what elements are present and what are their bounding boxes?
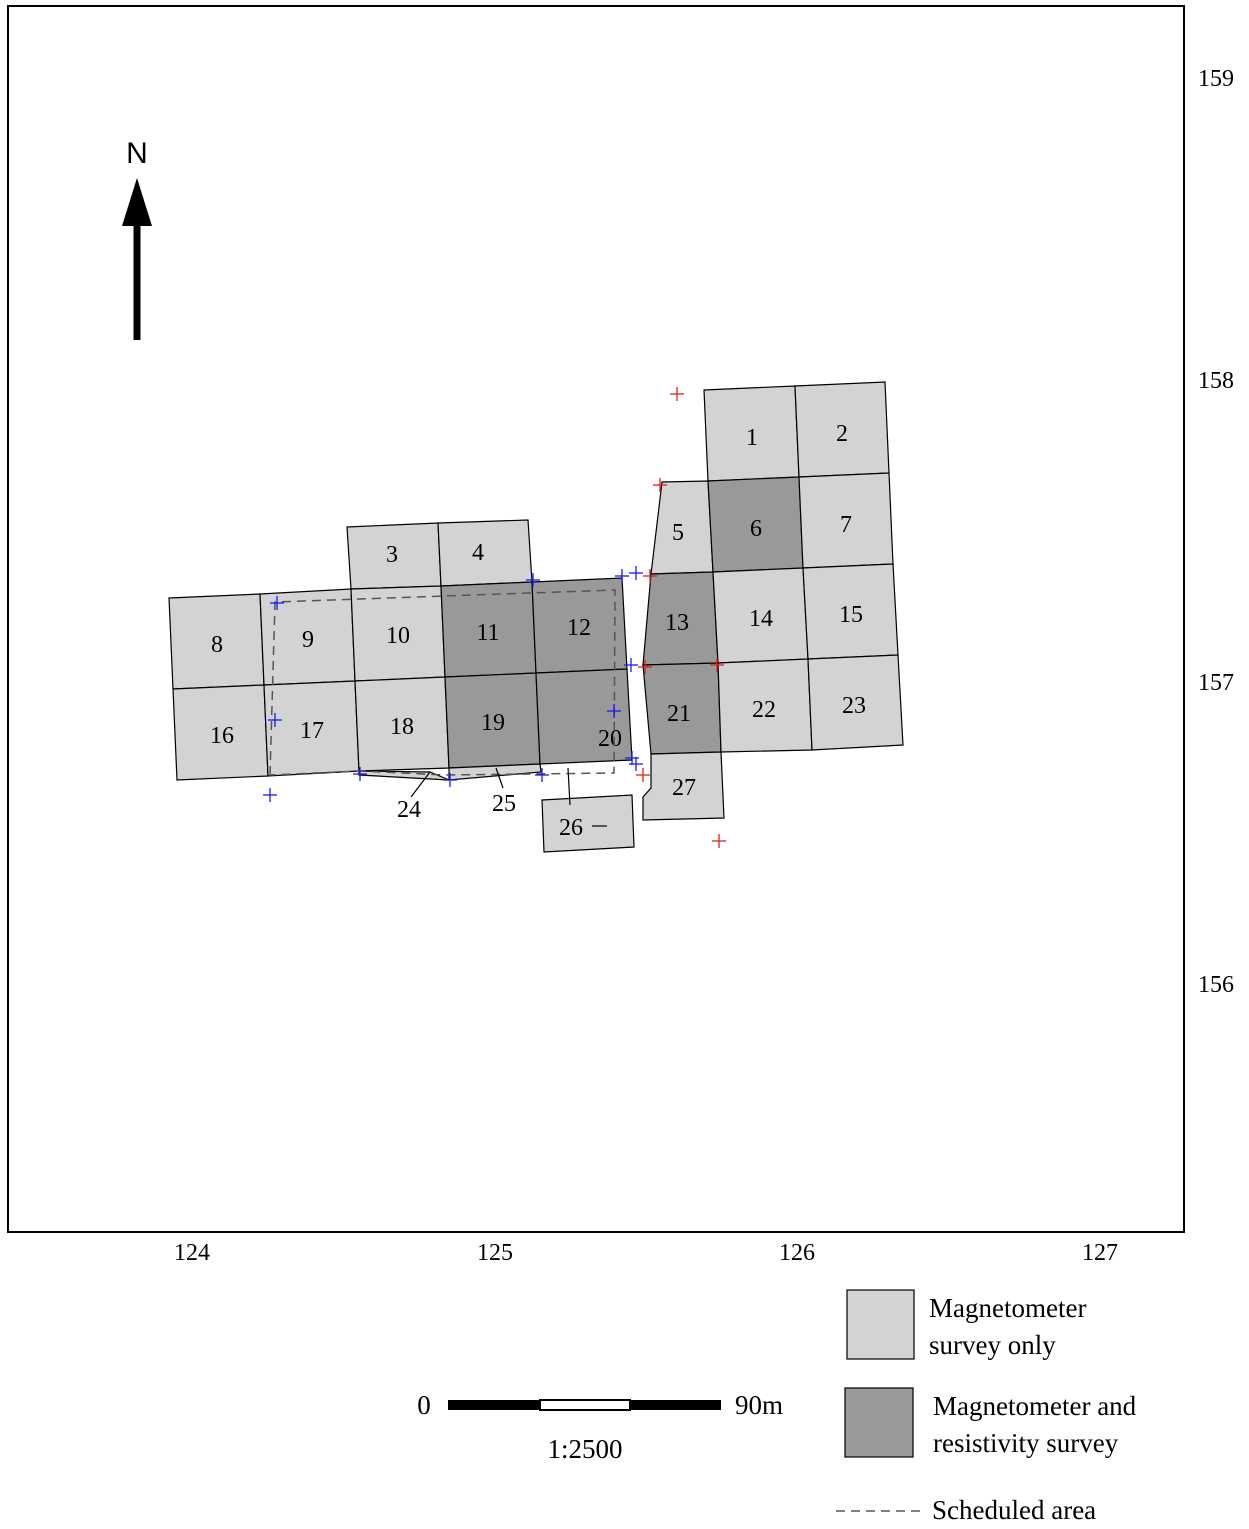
- survey-markers: [263, 387, 726, 848]
- blue-marker: [615, 569, 629, 583]
- red-marker: [636, 768, 650, 782]
- easting-label-125: 125: [477, 1240, 513, 1266]
- grid-label-6: 6: [750, 516, 762, 542]
- grid-label-10: 10: [386, 623, 410, 649]
- easting-label-127: 127: [1082, 1240, 1118, 1266]
- grid-label-17: 17: [300, 718, 324, 744]
- blue-marker: [624, 658, 638, 672]
- grid-label-14: 14: [749, 606, 773, 632]
- blue-marker: [263, 788, 277, 802]
- legend-label-magnetometer-only: Magnetometer survey only: [929, 1293, 1087, 1360]
- grid-label-9: 9: [302, 627, 314, 653]
- northing-label-157: 157: [1198, 670, 1234, 696]
- north-label: N: [126, 137, 148, 170]
- grid-label-3: 3: [386, 542, 398, 568]
- blue-marker: [625, 751, 639, 765]
- grid-label-20: 20: [598, 726, 622, 752]
- blue-marker: [535, 768, 549, 782]
- red-marker: [670, 387, 684, 401]
- blue-marker: [268, 713, 282, 727]
- red-marker: [712, 834, 726, 848]
- label-leader-lines: [410, 767, 607, 827]
- grid-label-26: 26: [559, 815, 583, 841]
- red-marker: [643, 569, 657, 583]
- grid-label-12: 12: [567, 615, 591, 641]
- grid-label-1: 1: [746, 425, 758, 451]
- survey-grid-4: [437, 519, 533, 587]
- scale-bar-segment-2: [539, 1399, 631, 1411]
- grid-label-4: 4: [472, 540, 484, 566]
- northing-label-156: 156: [1198, 972, 1234, 998]
- survey-grid-25: [448, 763, 542, 781]
- grid-label-18: 18: [390, 714, 414, 740]
- blue-marker: [607, 704, 621, 718]
- legend-swatch-magnetometer-only: [846, 1289, 915, 1360]
- scale-bar-segment-1: [448, 1400, 540, 1410]
- grid-label-27: 27: [672, 775, 696, 801]
- grid-label-23: 23: [842, 693, 866, 719]
- grid-label-22: 22: [752, 697, 776, 723]
- survey-grids: [168, 381, 904, 853]
- grid-label-25: 25: [492, 791, 516, 817]
- blue-marker: [629, 566, 643, 580]
- scale-bar: 0 90m 1:2500: [417, 1390, 783, 1464]
- survey-grid-23: [807, 654, 904, 751]
- grid-label-21: 21: [667, 701, 691, 727]
- blue-marker: [270, 596, 284, 610]
- red-marker: [710, 658, 724, 672]
- legend-label-magnetometer-resistivity: Magnetometer and resistivity survey: [933, 1391, 1137, 1458]
- legend-label-scheduled-area: Scheduled area: [932, 1495, 1097, 1525]
- red-marker: [638, 660, 652, 674]
- northing-label-158: 158: [1198, 368, 1234, 394]
- survey-grid-27: [642, 751, 725, 821]
- grid-label-8: 8: [211, 632, 223, 658]
- grid-label-13: 13: [665, 610, 689, 636]
- survey-grid-26: [541, 794, 635, 853]
- northing-axis: 159 158 157 156: [1198, 66, 1234, 998]
- scale-ratio-label: 1:2500: [547, 1434, 622, 1464]
- easting-axis: 124 125 126 127: [174, 1240, 1118, 1266]
- grid-label-7: 7: [840, 512, 852, 538]
- grid-label-16: 16: [210, 723, 234, 749]
- grid-label-11: 11: [476, 620, 499, 646]
- grid-label-24: 24: [397, 797, 421, 823]
- grid-label-15: 15: [839, 602, 863, 628]
- blue-marker: [353, 767, 367, 781]
- grid-label-2: 2: [836, 421, 848, 447]
- legend: [836, 1289, 920, 1512]
- northing-label-159: 159: [1198, 66, 1234, 92]
- blue-marker: [526, 573, 540, 587]
- map-frame: [7, 5, 1185, 1233]
- legend-swatch-magnetometer-resistivity: [844, 1387, 914, 1458]
- scale-bar-segment-3: [630, 1400, 721, 1410]
- easting-label-124: 124: [174, 1240, 210, 1266]
- grid-label-5: 5: [672, 520, 684, 546]
- scale-end-label: 90m: [735, 1390, 783, 1420]
- scale-start-label: 0: [417, 1390, 431, 1420]
- blue-marker: [443, 773, 457, 787]
- easting-label-126: 126: [779, 1240, 815, 1266]
- red-marker: [653, 478, 667, 492]
- grid-label-19: 19: [481, 710, 505, 736]
- blue-marker: [629, 757, 643, 771]
- north-arrow: N: [122, 137, 152, 340]
